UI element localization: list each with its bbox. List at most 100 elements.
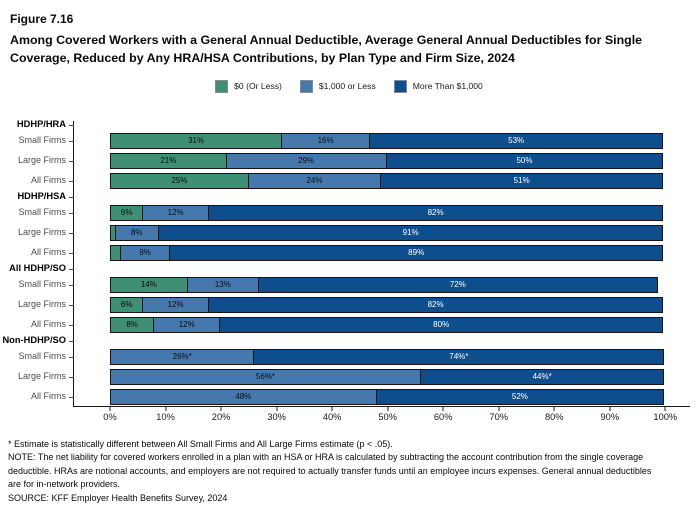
bar-track-area: 31% 16% 53% [73, 131, 690, 151]
legend-label: More Than $1,000 [412, 81, 483, 92]
legend-item: $0 (Or Less) [215, 79, 282, 93]
x-axis-tick-mark [331, 406, 333, 411]
legend-label: $1,000 or Less [318, 81, 376, 92]
stacked-bar: 56%* 44%* [110, 368, 665, 385]
bar-segment: 80% [219, 316, 664, 333]
group-row: Non-HDHP/SO [0, 335, 690, 347]
bar-segment: 6% [110, 204, 144, 221]
bar-segment: 82% [207, 296, 664, 313]
x-axis-tick-label: 80% [544, 411, 564, 422]
bar-segment: 52% [375, 388, 665, 405]
row-label: All Firms [31, 247, 66, 258]
x-axis-tick-label: 40% [322, 411, 342, 422]
x-axis-tick-mark [109, 406, 111, 411]
x-axis-tick-mark [165, 406, 167, 411]
bar-segment: 14% [110, 276, 188, 293]
bar-row: Small Firms 31% 16% 53% [0, 131, 690, 151]
x-axis-tick-mark [553, 406, 555, 411]
y-axis-tick [69, 160, 74, 162]
x-axis-line [73, 405, 690, 407]
y-axis-tick [69, 324, 74, 326]
footnote-line: NOTE: The net liability for covered work… [8, 452, 652, 490]
row-label: Large Firms [17, 299, 66, 310]
bar-segment: 21% [110, 152, 227, 169]
stacked-bar: 14% 13% 72% [110, 276, 665, 293]
stacked-bar: 26%* 74%* [110, 348, 665, 365]
row-label: All Firms [31, 175, 66, 186]
bar-row: Large Firms 21% 29% 50% [0, 151, 690, 171]
group-row: HDHP/HSA [0, 191, 690, 203]
x-axis-tick-label: 90% [600, 411, 620, 422]
x-axis-tick-mark [220, 406, 222, 411]
bar-segment: 24% [247, 172, 382, 189]
bar-segment: 91% [157, 224, 664, 241]
bar-row: Small Firms 6% 12% 82% [0, 203, 690, 223]
bar-row: All Firms 48% 52% [0, 387, 690, 407]
row-label: Large Firms [17, 155, 66, 166]
x-axis: 0% 10% 20% 30% 40% 50% 60% 70% 80% 90% 100% [73, 406, 690, 425]
bar-segment: 12% [142, 296, 209, 313]
figure-title: Among Covered Workers with a General Ann… [10, 33, 643, 65]
bar-segment: 82% [207, 204, 664, 221]
x-axis-tick-label: 20% [211, 411, 231, 422]
footnote-line: * Estimate is statistically different be… [8, 438, 393, 449]
group-label: HDHP/HRA [16, 119, 66, 130]
x-axis-tick-label: 100% [653, 411, 678, 422]
legend: $0 (Or Less) $1,000 or Less More Than $1,0… [0, 79, 698, 93]
y-axis-tick [69, 268, 74, 270]
bar-segment: 16% [281, 132, 370, 149]
bar-segment: 50% [385, 152, 664, 169]
bar-row: All Firms 8% 12% 80% [0, 315, 690, 335]
y-axis-tick [69, 396, 74, 398]
stacked-bar: 25% 24% 51% [110, 172, 665, 189]
bar-segment: 44%* [419, 368, 665, 385]
y-axis-tick [69, 376, 74, 378]
bar-segment: 6% [110, 296, 144, 313]
bar-segment: 29% [225, 152, 387, 169]
bar-track-area: 6% 12% 82% [73, 203, 690, 223]
stacked-bar: 9% 89% [110, 244, 665, 261]
bar-track-area: 9% 89% [73, 243, 690, 263]
bar-segment: 74%* [253, 348, 665, 365]
bar-segment: 53% [369, 132, 664, 149]
bar-segment: 12% [142, 204, 209, 221]
row-label: Large Firms [17, 371, 66, 382]
stacked-bar: 6% 12% 82% [110, 204, 665, 221]
y-axis-tick [69, 232, 74, 234]
legend-swatch [215, 79, 229, 93]
y-axis-tick [69, 252, 74, 254]
bar-row: Small Firms 26%* 74%* [0, 347, 690, 367]
bar-track-area: 21% 29% 50% [73, 151, 690, 171]
figure-number: Figure 7.16 [10, 12, 74, 26]
x-axis-tick-mark [664, 406, 666, 411]
bar-segment: 25% [110, 172, 249, 189]
group-label: All HDHP/SO [9, 263, 66, 274]
x-axis-tick-label: 70% [489, 411, 509, 422]
y-axis-tick [69, 212, 74, 214]
stacked-bar: 8% 12% 80% [110, 316, 665, 333]
row-label: Large Firms [17, 227, 66, 238]
bar-segment: 48% [110, 388, 377, 405]
bar-track-area: 48% 52% [73, 387, 690, 407]
bar-segment: 12% [153, 316, 221, 333]
stacked-bar: 6% 12% 82% [110, 296, 665, 313]
group-label: HDHP/HSA [17, 191, 66, 202]
bar-segment: 72% [257, 276, 658, 293]
x-axis-tick-label: 50% [378, 411, 397, 422]
row-label: All Firms [31, 319, 66, 330]
bar-segment: 51% [380, 172, 664, 189]
y-axis-tick [69, 196, 74, 198]
stacked-bar: 21% 29% 50% [110, 152, 665, 169]
x-axis-tick-mark [387, 406, 389, 411]
x-axis-tick-mark [442, 406, 444, 411]
row-label: Small Firms [18, 351, 67, 362]
bar-segment: 56%* [110, 368, 421, 385]
group-label: Non-HDHP/SO [2, 335, 66, 346]
bar-segment: 8% [110, 316, 155, 333]
bar-track-area: 25% 24% 51% [73, 171, 690, 191]
stacked-bar: 8% 91% [110, 224, 665, 241]
x-axis-tick-mark [609, 406, 611, 411]
bar-track-area: 56%* 44%* [73, 367, 690, 387]
footnote-line: SOURCE: KFF Employer Health Benefits Sur… [8, 492, 228, 503]
